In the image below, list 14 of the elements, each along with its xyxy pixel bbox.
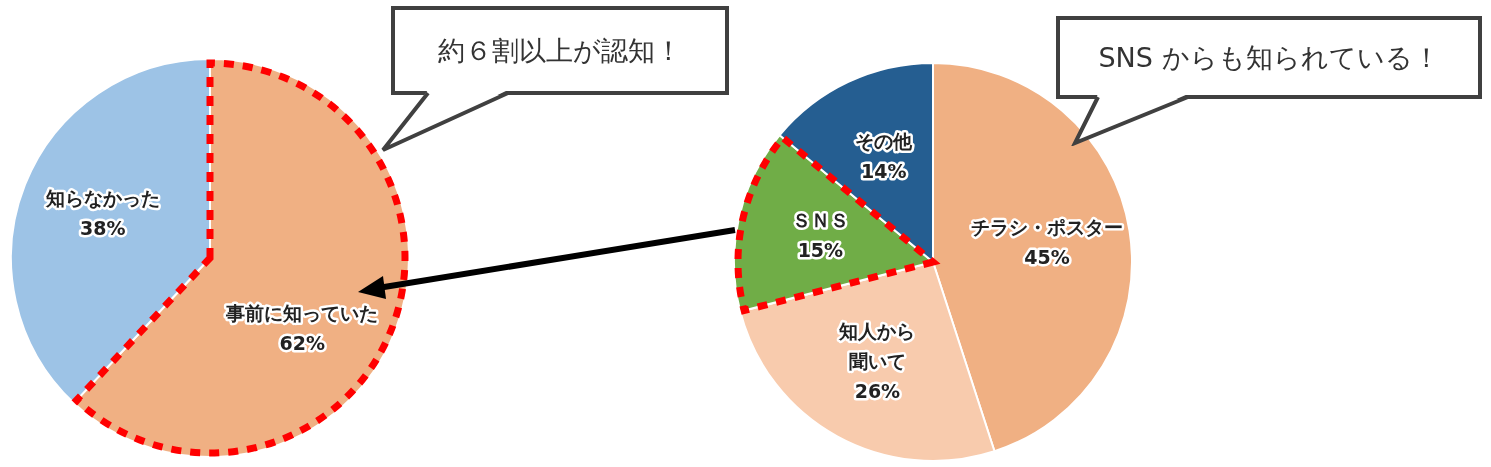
text: SNS からも知られている！ bbox=[1058, 18, 1480, 97]
data-label: 62% bbox=[279, 332, 326, 355]
text: 約６割以上が認知！ bbox=[393, 8, 727, 93]
data-label: 38% bbox=[79, 217, 126, 240]
slice-label: チラシ・ポスター bbox=[971, 215, 1123, 238]
slice-label: 知人から聞いて bbox=[838, 320, 916, 373]
slice-label: 知らなかった bbox=[44, 187, 160, 210]
data-label: 15% bbox=[797, 238, 844, 261]
slice-label: その他 bbox=[855, 129, 914, 152]
data-label: 26% bbox=[854, 380, 901, 403]
slice-label: ＳＮＳ bbox=[791, 208, 849, 231]
slice-label: 事前に知っていた bbox=[225, 302, 379, 325]
data-label: 45% bbox=[1024, 245, 1070, 268]
data-label: 14% bbox=[861, 159, 907, 182]
